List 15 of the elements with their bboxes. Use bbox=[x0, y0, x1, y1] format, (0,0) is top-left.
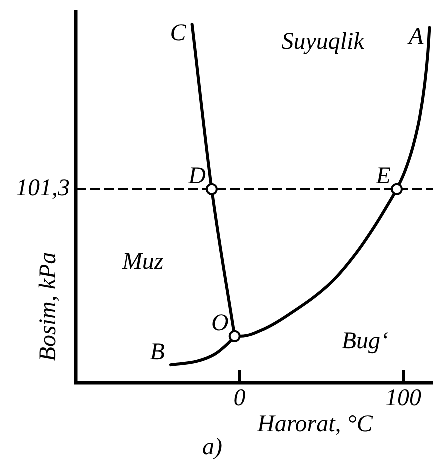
annotation: Muz bbox=[121, 249, 164, 276]
annotation: 101,3 bbox=[16, 176, 70, 202]
annotation: D bbox=[188, 164, 206, 190]
annotation: A bbox=[407, 24, 424, 50]
annotation: C bbox=[170, 20, 188, 47]
x-axis-title: Harorat, °C bbox=[256, 411, 374, 438]
annotation: O bbox=[212, 310, 229, 337]
annotation: E bbox=[375, 164, 392, 190]
annotation: Bug‘ bbox=[342, 328, 388, 354]
y-axis-title: Bosim, kPa bbox=[35, 252, 62, 362]
annotation: Suyuqlik bbox=[282, 29, 365, 56]
text: a) bbox=[202, 434, 222, 460]
x-tick-label: 0 bbox=[234, 386, 246, 412]
annotation: B bbox=[150, 339, 166, 366]
x-tick-label: 100 bbox=[386, 386, 422, 412]
